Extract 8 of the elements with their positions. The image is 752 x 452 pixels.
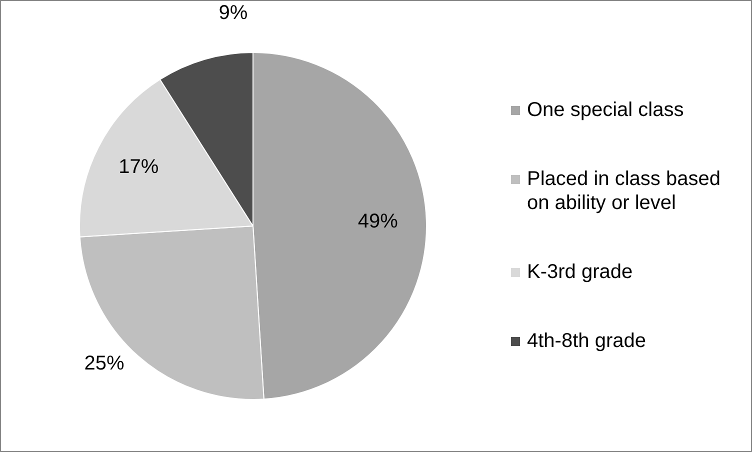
legend-label: K-3rd grade xyxy=(527,260,634,284)
data-label: 49% xyxy=(358,210,398,233)
legend-label: 4th-8th grade xyxy=(527,329,647,353)
data-label: 25% xyxy=(84,352,124,375)
legend-label: One special class xyxy=(527,98,685,122)
legend-label: Placed in class based on ability or level xyxy=(527,167,722,215)
data-label: 17% xyxy=(118,156,159,178)
data-label: 9% xyxy=(218,2,248,24)
